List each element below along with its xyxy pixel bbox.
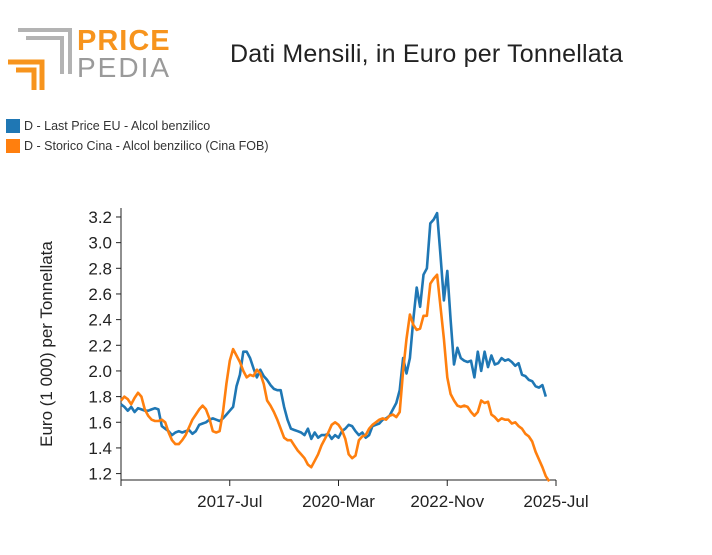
pricepedia-logo: PRICE PEDIA [8,25,170,90]
logo-bracket-gray-inner [26,36,64,74]
y-tick-label: 1.4 [88,439,112,458]
y-axis-label: Euro (1 000) per Tonnellata [37,241,56,447]
y-tick-label: 1.2 [88,465,112,484]
logo-text-price: PRICE [77,25,170,57]
legend-swatch-eu [6,119,20,133]
x-tick-label: 2025-Jul [523,492,588,511]
x-tick-label: 2017-Jul [197,492,262,511]
logo-bracket-gray [18,28,72,74]
logo-bracket-orange-inner [16,67,37,90]
y-tick-label: 1.8 [88,388,112,407]
series-line-last-price-eu [120,211,548,441]
y-tick-label: 2.2 [88,336,112,355]
y-tick-label: 3.0 [88,234,112,253]
logo-bracket-orange [8,59,45,90]
chart-title: Dati Mensili, in Euro per Tonnellata [230,40,624,68]
y-tick-label: 2.4 [88,311,112,330]
y-tick-label: 3.2 [88,208,112,227]
legend-item-eu[interactable]: D - Last Price EU - Alcol benzilico [6,119,210,133]
y-tick-label: 2.6 [88,285,112,304]
series-line-storico-cina [120,273,551,483]
y-tick-label: 1.6 [88,413,112,432]
y-tick-label: 2.8 [88,259,112,278]
x-tick-label: 2020-Mar [302,492,375,511]
y-tick-label: 2.0 [88,362,112,381]
legend-item-cina[interactable]: D - Storico Cina - Alcol benzilico (Cina… [6,139,269,153]
legend-swatch-cina [6,139,20,153]
logo-text-pedia: PEDIA [77,52,170,83]
x-tick-label: 2022-Nov [410,492,484,511]
legend-label-cina: D - Storico Cina - Alcol benzilico (Cina… [24,139,269,153]
legend-label-eu: D - Last Price EU - Alcol benzilico [24,119,211,133]
